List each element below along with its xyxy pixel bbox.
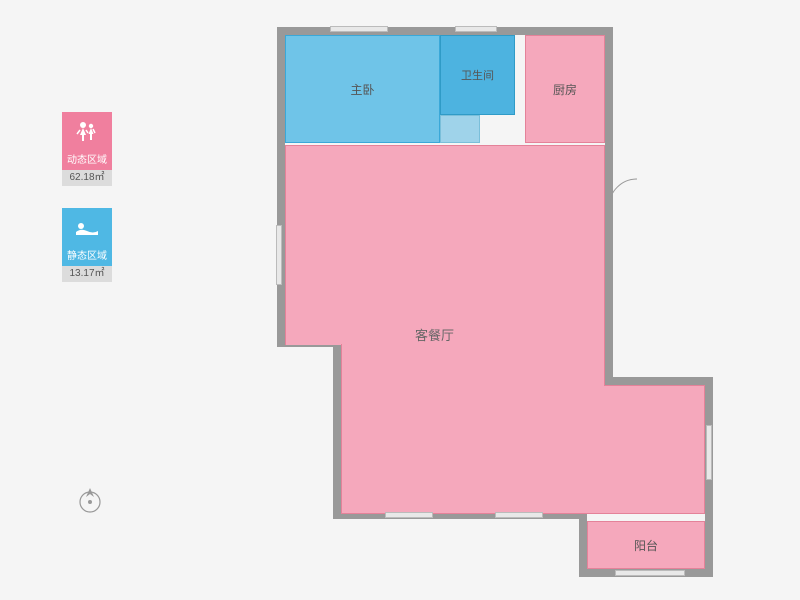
room-bathroom-ext: [440, 115, 480, 143]
sleep-icon: [73, 218, 101, 238]
room-bathroom-label: 卫生间: [461, 67, 494, 83]
room-bathroom: 卫生间: [440, 35, 515, 115]
floorplan: 主卧 卫生间 厨房 客餐厅 阳台: [275, 25, 735, 585]
window-bottom-2: [495, 512, 543, 518]
legend-dynamic-icon-box: [62, 112, 112, 152]
room-living-lower: [341, 344, 605, 514]
legend-dynamic: 动态区域 62.18㎡: [62, 112, 112, 186]
legend-dynamic-value: 62.18㎡: [62, 170, 112, 186]
legend-dynamic-label: 动态区域: [62, 152, 112, 170]
room-living-right-ext: [604, 385, 705, 514]
door-arc-icon: [605, 175, 641, 211]
window-left: [276, 225, 282, 285]
room-living-label: 客餐厅: [415, 325, 454, 344]
room-balcony: 阳台: [587, 521, 705, 569]
room-living-upper: [285, 145, 605, 345]
room-kitchen: 厨房: [525, 35, 605, 143]
window-top-1: [330, 26, 388, 32]
people-icon: [74, 119, 100, 145]
room-kitchen-label: 厨房: [553, 81, 577, 98]
legend-static-icon-box: [62, 208, 112, 248]
window-balcony: [615, 570, 685, 576]
legend-static: 静态区域 13.17㎡: [62, 208, 112, 282]
legend-panel: 动态区域 62.18㎡ 静态区域 13.17㎡: [62, 112, 112, 304]
room-balcony-label: 阳台: [634, 537, 658, 554]
window-top-2: [455, 26, 497, 32]
window-right: [706, 425, 712, 480]
room-master-bedroom-label: 主卧: [350, 81, 374, 98]
window-bottom-1: [385, 512, 433, 518]
legend-static-label: 静态区域: [62, 248, 112, 266]
legend-static-value: 13.17㎡: [62, 266, 112, 282]
compass-icon: [75, 485, 105, 520]
room-master-bedroom: 主卧: [285, 35, 440, 143]
